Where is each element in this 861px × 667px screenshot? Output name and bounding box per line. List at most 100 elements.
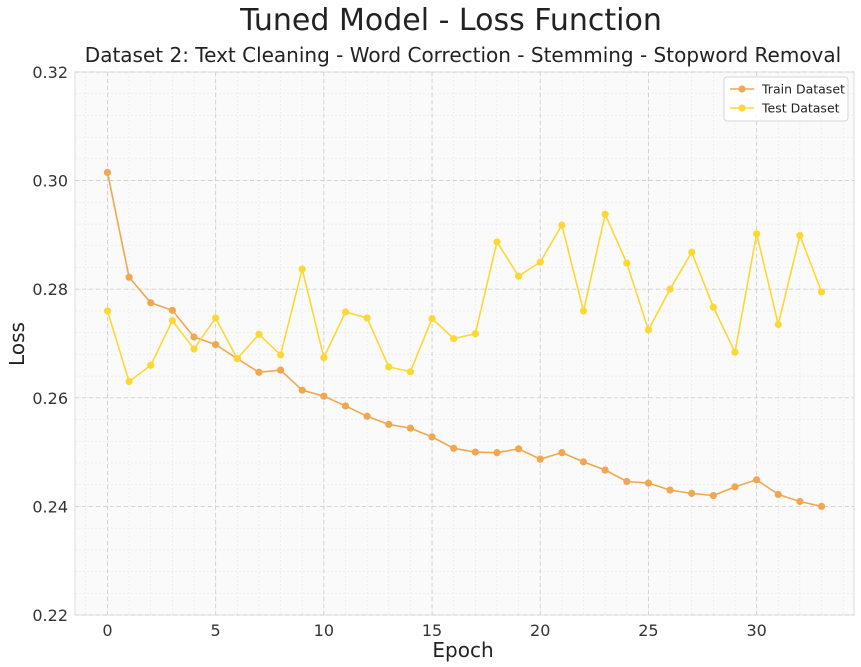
data-point <box>103 168 112 177</box>
data-point <box>233 355 241 363</box>
data-point <box>147 361 155 369</box>
data-point <box>298 265 306 273</box>
y-tick-label: 0.30 <box>32 172 68 191</box>
data-point <box>125 273 133 281</box>
y-tick-label: 0.24 <box>32 497 68 516</box>
legend: Train Dataset Test Dataset <box>723 76 849 122</box>
data-point <box>406 424 415 432</box>
data-point <box>688 489 696 497</box>
data-point <box>644 326 653 334</box>
data-point <box>666 285 674 293</box>
data-point <box>341 308 350 316</box>
legend-swatch-marker <box>738 104 746 112</box>
x-tick-label: 25 <box>638 621 658 640</box>
x-tick-label: 10 <box>314 621 334 640</box>
data-point <box>276 351 285 359</box>
data-point <box>558 221 566 229</box>
data-point <box>601 210 609 218</box>
legend-swatch-marker <box>738 85 746 93</box>
data-point <box>514 272 523 280</box>
x-tick-label: 5 <box>211 621 221 640</box>
data-point <box>688 248 696 256</box>
data-point <box>276 366 285 374</box>
y-tick-label: 0.28 <box>32 280 68 299</box>
x-tick-label: 20 <box>530 621 550 640</box>
data-point <box>817 288 826 296</box>
grid <box>75 71 854 616</box>
x-tick-label: 30 <box>746 621 766 640</box>
legend-label: Test Dataset <box>761 101 840 116</box>
chart-subtitle: Dataset 2: Text Cleaning - Word Correcti… <box>85 43 841 67</box>
data-point <box>796 231 804 240</box>
data-point <box>471 330 479 338</box>
data-point <box>320 354 328 362</box>
data-point <box>601 466 609 474</box>
data-point <box>774 490 782 499</box>
data-point <box>536 258 544 266</box>
series-line <box>106 172 822 508</box>
data-point <box>212 340 220 349</box>
data-point <box>753 476 761 484</box>
y-tick-label: 0.22 <box>32 606 68 625</box>
data-point <box>731 483 739 491</box>
data-point <box>320 392 328 400</box>
series-test <box>103 210 826 386</box>
data-point <box>190 333 198 341</box>
data-point <box>514 445 523 453</box>
x-tick-label: 0 <box>102 621 112 640</box>
data-point <box>103 307 112 315</box>
y-tick-label: 0.32 <box>32 63 68 82</box>
data-point <box>298 386 306 394</box>
data-point <box>753 230 761 238</box>
data-point <box>428 314 436 323</box>
y-axis-label: Loss <box>5 322 29 366</box>
data-point <box>190 345 198 353</box>
data-point <box>731 348 739 356</box>
data-point <box>363 412 371 420</box>
data-point <box>666 486 674 494</box>
data-point <box>168 317 176 325</box>
data-point <box>212 314 220 322</box>
data-point <box>709 491 717 500</box>
x-axis-ticks: 0 5 10 15 20 25 30 <box>102 621 766 640</box>
data-point <box>125 377 133 386</box>
data-point <box>709 303 717 311</box>
y-tick-label: 0.26 <box>32 389 68 408</box>
data-point <box>774 320 782 329</box>
plot-area <box>74 71 855 616</box>
y-axis-ticks: 0.22 0.24 0.26 0.28 0.30 0.32 <box>32 63 68 625</box>
legend-box <box>723 76 849 122</box>
series-train <box>103 168 826 510</box>
data-point <box>450 444 458 452</box>
data-point <box>579 458 588 466</box>
data-point <box>385 420 393 429</box>
series-group <box>103 168 826 510</box>
data-point <box>255 330 263 338</box>
x-axis-label: Epoch <box>432 638 493 662</box>
data-point <box>817 502 826 510</box>
data-point <box>341 402 350 410</box>
data-point <box>493 238 501 246</box>
data-point <box>644 479 653 487</box>
data-point <box>558 449 566 457</box>
data-point <box>796 497 804 506</box>
data-point <box>385 363 393 371</box>
legend-label: Train Dataset <box>761 82 845 97</box>
chart-title: Tuned Model - Loss Function <box>239 3 662 38</box>
data-point <box>623 259 631 267</box>
x-tick-label: 15 <box>422 621 442 640</box>
data-point <box>450 335 458 343</box>
data-point <box>579 307 588 315</box>
data-point <box>406 368 415 376</box>
data-point <box>428 433 436 441</box>
data-point <box>168 306 176 314</box>
data-point <box>147 299 155 307</box>
data-point <box>471 448 479 456</box>
data-point <box>536 455 544 463</box>
data-point <box>623 477 631 486</box>
series-line <box>106 211 823 383</box>
data-point <box>255 368 263 376</box>
data-point <box>363 314 371 322</box>
data-point <box>493 449 501 457</box>
